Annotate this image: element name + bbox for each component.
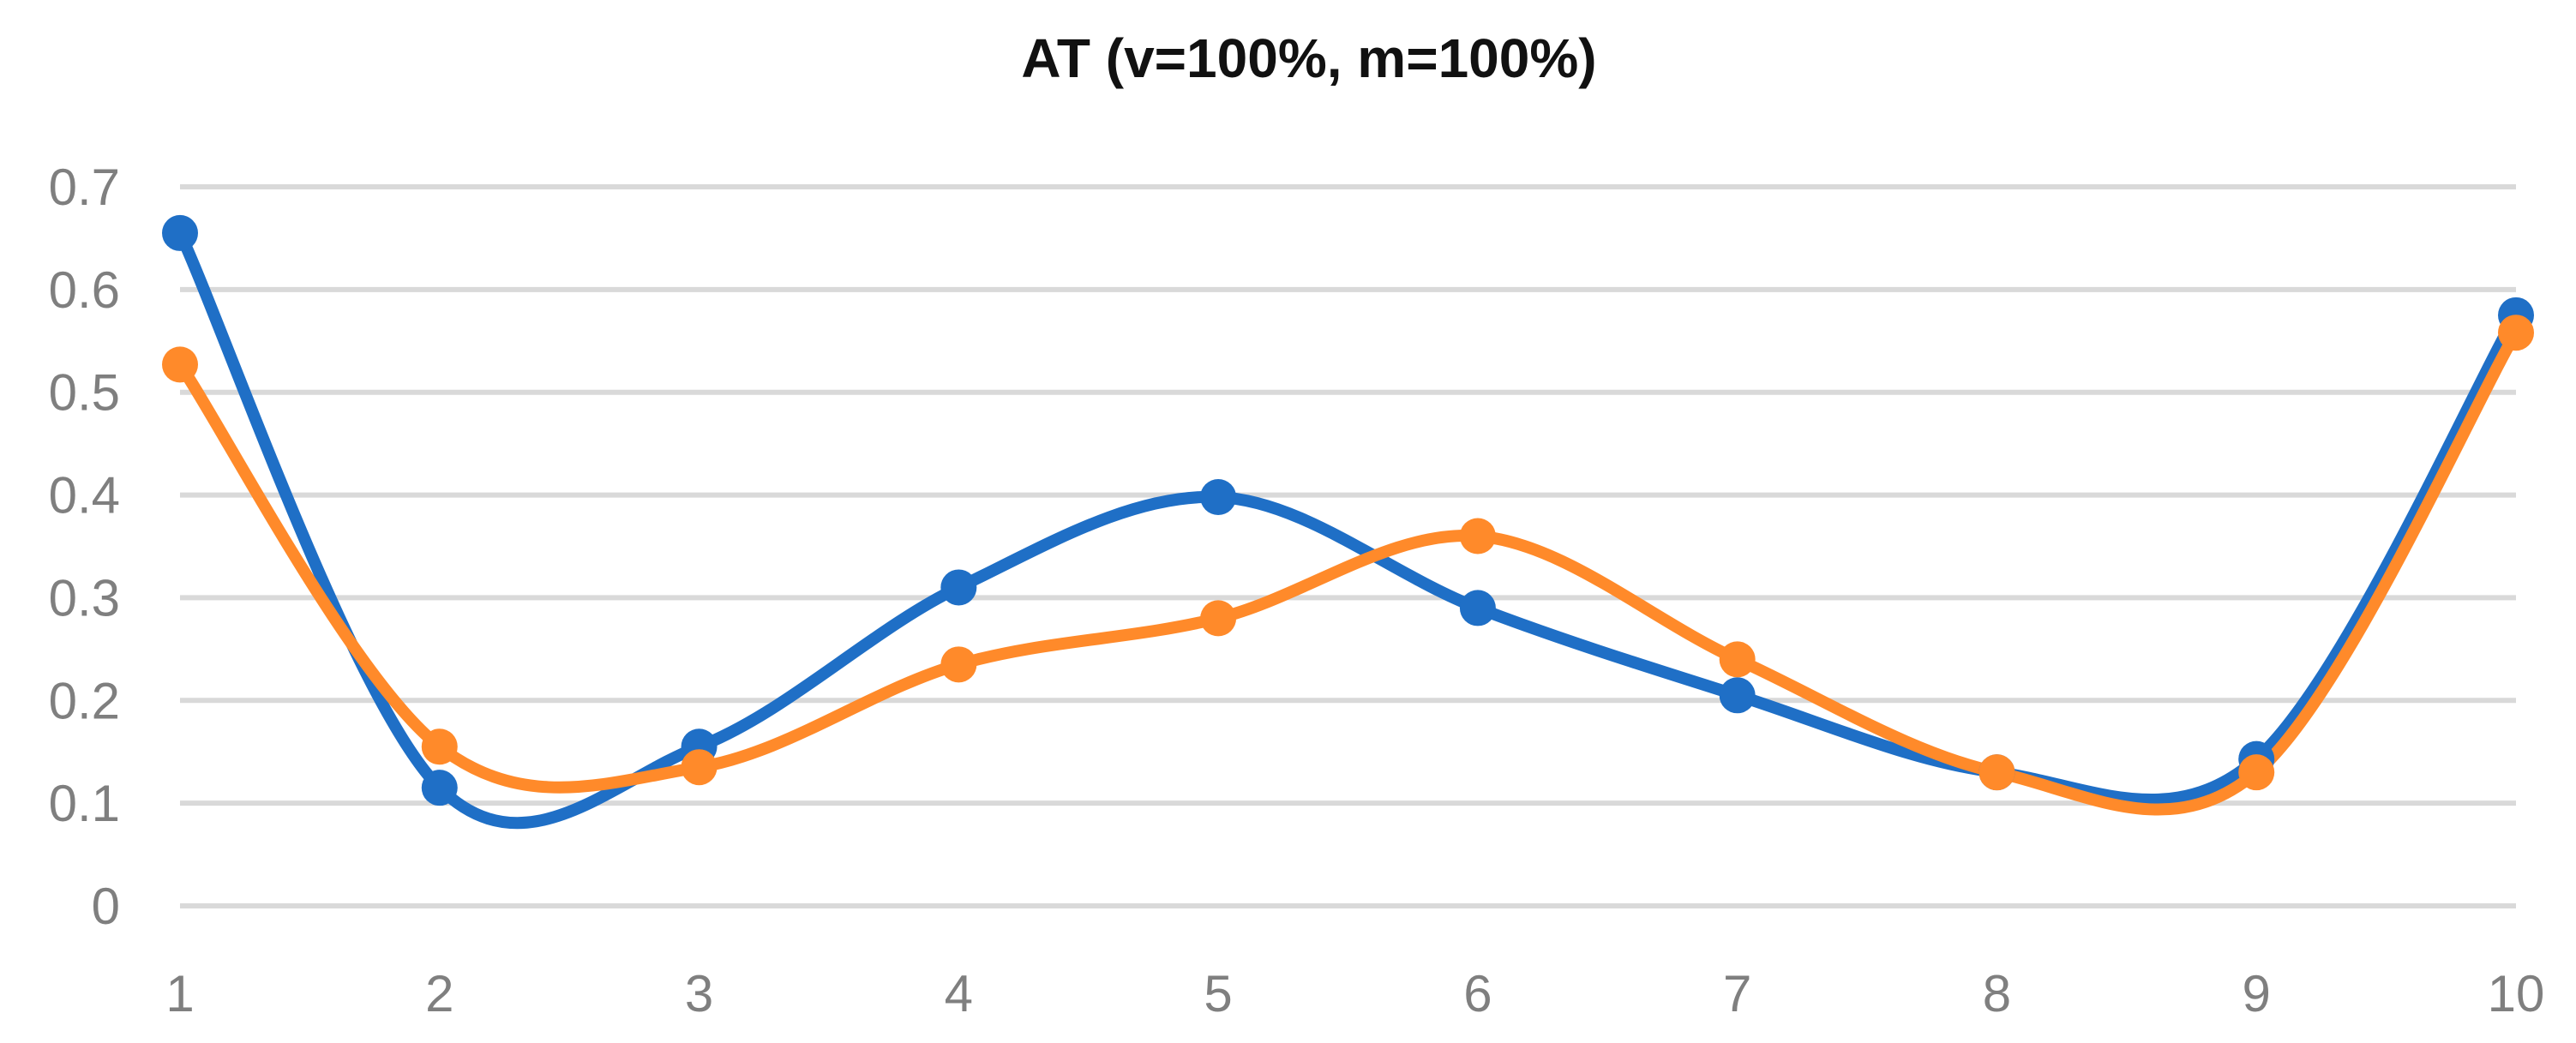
y-axis-tick-labels: 0 0.1 0.2 0.3 0.4 0.5 0.6 0.7 [49, 159, 120, 935]
x-tick-label: 6 [1463, 965, 1492, 1022]
x-tick-label: 10 [2488, 965, 2545, 1022]
y-tick-label: 0.4 [49, 467, 120, 524]
x-tick-label: 4 [945, 965, 973, 1022]
series-2-point [1979, 754, 2015, 791]
series-2-point [1459, 518, 1496, 554]
gridlines [180, 184, 2516, 908]
series-2-point [2498, 315, 2534, 351]
series-1-point [1719, 677, 1756, 714]
series-2-point [421, 728, 458, 765]
y-tick-label: 0.6 [49, 261, 120, 319]
x-axis-tick-labels: 1 2 3 4 5 6 7 8 9 10 [165, 965, 2544, 1022]
series-points [162, 214, 2534, 806]
x-tick-label: 7 [1723, 965, 1751, 1022]
y-tick-label: 0.5 [49, 364, 120, 422]
y-tick-label: 0.7 [49, 159, 120, 216]
series-2-point [681, 749, 718, 786]
x-tick-label: 8 [1983, 965, 2011, 1022]
series-2-point [1719, 641, 1756, 678]
series-1-line [174, 226, 2522, 830]
x-tick-label: 1 [165, 965, 194, 1022]
series-2-point [162, 346, 198, 383]
x-tick-label: 3 [685, 965, 713, 1022]
x-tick-label: 2 [425, 965, 453, 1022]
series-1-point [162, 214, 198, 251]
y-tick-label: 0 [92, 878, 120, 935]
series-2-point [2238, 754, 2275, 791]
series-1-point [1459, 590, 1496, 626]
series-2-line [174, 327, 2522, 816]
y-tick-label: 0.2 [49, 672, 120, 729]
series-lines [174, 226, 2522, 830]
x-tick-label: 9 [2243, 965, 2271, 1022]
chart-title: AT (v=100%, m=100%) [1021, 27, 1596, 89]
series-2-point [940, 646, 977, 683]
series-1-point [1200, 478, 1237, 515]
x-tick-label: 5 [1204, 965, 1232, 1022]
series-2-point [1200, 600, 1237, 637]
series-1-point [421, 770, 458, 806]
y-tick-label: 0.3 [49, 569, 120, 626]
series-1-point [940, 569, 977, 606]
y-tick-label: 0.1 [49, 775, 120, 832]
